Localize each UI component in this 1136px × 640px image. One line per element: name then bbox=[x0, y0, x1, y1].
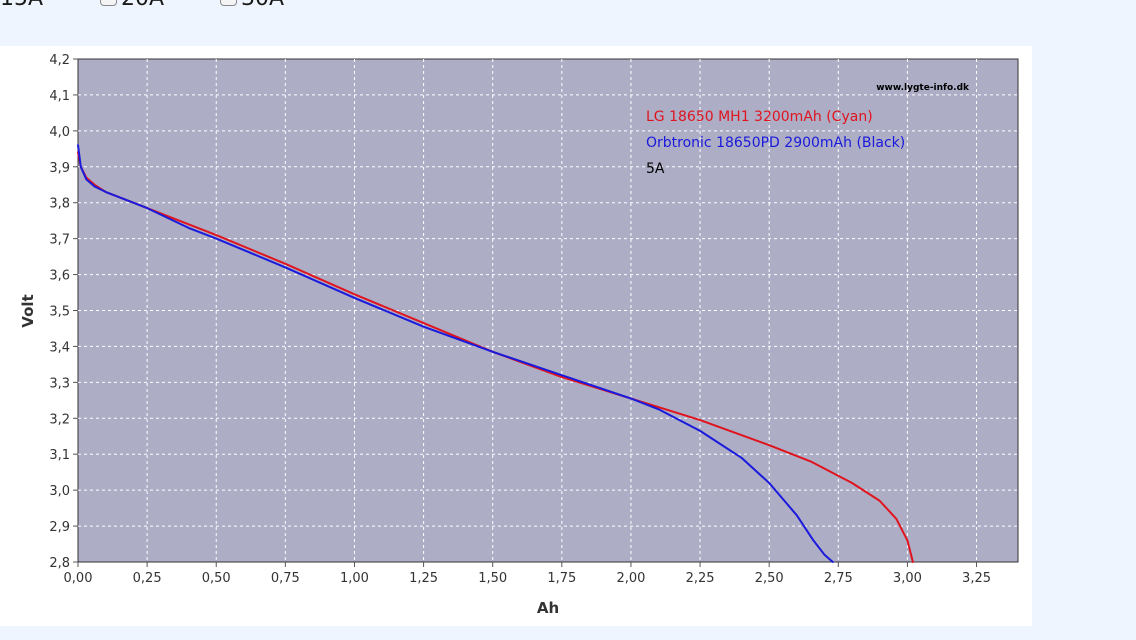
y-tick-label: 3,4 bbox=[49, 340, 70, 355]
y-axis: 2,8 2,9 3,0 3,1 3,2 3,3 3,4 3,5 3,6 3,7 3,8 3,9 4,0 4… bbox=[49, 53, 78, 571]
x-tick-label: 0,75 bbox=[271, 571, 300, 586]
option-20a-checkbox[interactable] bbox=[100, 0, 117, 6]
x-tick-label: 1,75 bbox=[547, 571, 576, 586]
x-tick-label: 1,25 bbox=[409, 571, 438, 586]
y-axis-label: Volt bbox=[19, 294, 37, 327]
option-30a[interactable]: 30A bbox=[220, 0, 284, 11]
legend-item-3: 5A bbox=[646, 161, 665, 177]
series-lines bbox=[77, 144, 914, 563]
option-15a-label: 15A bbox=[0, 0, 43, 11]
series-line-2 bbox=[77, 144, 834, 563]
x-tick-label: 2,50 bbox=[755, 571, 784, 586]
x-tick-label: 3,00 bbox=[893, 571, 922, 586]
x-tick-label: 3,25 bbox=[962, 571, 991, 586]
x-tick-label: 0,25 bbox=[133, 571, 162, 586]
option-30a-checkbox[interactable] bbox=[220, 0, 237, 6]
grid-lines bbox=[78, 59, 1018, 562]
x-axis: 0,00 0,25 0,50 0,75 1,00 1,25 1,50 1,75 2,00 2,25… bbox=[64, 562, 991, 586]
x-tick-label: 1,50 bbox=[478, 571, 507, 586]
legend-item-2: Orbtronic 18650PD 2900mAh (Black) bbox=[646, 135, 905, 151]
y-tick-label: 3,2 bbox=[49, 412, 70, 427]
y-tick-label: 4,2 bbox=[49, 53, 70, 68]
y-tick-label: 2,8 bbox=[49, 556, 70, 571]
y-tick-label: 3,3 bbox=[49, 376, 70, 391]
x-tick-label: 2,25 bbox=[686, 571, 715, 586]
y-tick-label: 3,5 bbox=[49, 305, 70, 320]
discharge-chart: 0,00 0,25 0,50 0,75 1,00 1,25 1,50 1,75 2,00 2,25… bbox=[19, 53, 1019, 617]
option-20a-label: 20A bbox=[121, 0, 164, 11]
x-tick-label: 0,00 bbox=[64, 571, 93, 586]
y-tick-label: 3,8 bbox=[49, 197, 70, 212]
legend-item-1: LG 18650 MH1 3200mAh (Cyan) bbox=[646, 109, 873, 125]
x-tick-label: 2,75 bbox=[824, 571, 853, 586]
y-tick-label: 3,6 bbox=[49, 269, 70, 284]
x-tick-label: 1,00 bbox=[340, 571, 369, 586]
option-20a[interactable]: 20A bbox=[100, 0, 164, 11]
y-tick-label: 4,0 bbox=[49, 125, 70, 140]
y-tick-label: 3,0 bbox=[49, 484, 70, 499]
y-tick-label: 3,9 bbox=[49, 161, 70, 176]
x-tick-label: 0,50 bbox=[202, 571, 231, 586]
y-tick-label: 4,1 bbox=[49, 89, 70, 104]
x-tick-label: 2,00 bbox=[616, 571, 645, 586]
option-15a[interactable]: 15A bbox=[0, 0, 43, 11]
y-tick-label: 3,7 bbox=[49, 233, 70, 248]
option-30a-label: 30A bbox=[241, 0, 284, 11]
y-tick-label: 3,1 bbox=[49, 448, 70, 463]
y-tick-label: 2,9 bbox=[49, 520, 70, 535]
chart-panel: 0,00 0,25 0,50 0,75 1,00 1,25 1,50 1,75 2,00 2,25… bbox=[0, 46, 1032, 626]
x-axis-label: Ah bbox=[537, 599, 559, 617]
watermark: www.lygte-info.dk bbox=[876, 83, 970, 93]
